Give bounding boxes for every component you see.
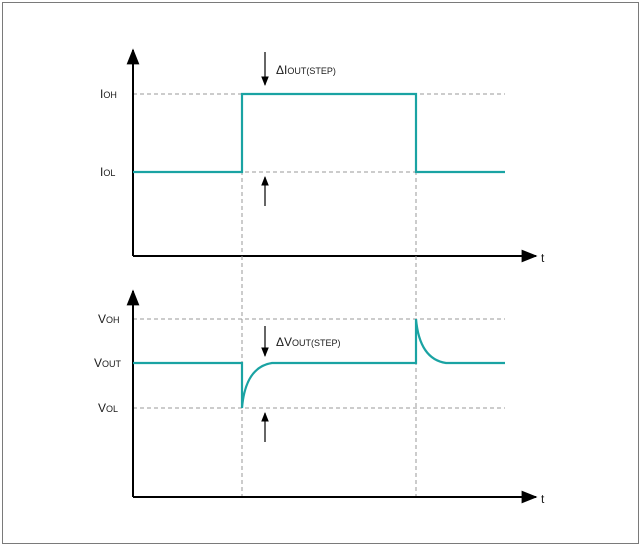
vout-label: VOUT <box>94 356 122 370</box>
voltage-waveform <box>133 318 505 409</box>
delta-i-step-label: ΔIOUT(STEP) <box>276 63 336 77</box>
current-time-axis-label: t <box>541 251 545 265</box>
voltage-time-axis-label: t <box>541 492 545 506</box>
delta-v-step-label: ΔVOUT(STEP) <box>276 335 341 349</box>
voh-label: VOH <box>98 312 120 326</box>
voltage-panel: ΔVOUT(STEP) VOH VOUT VOL t <box>94 256 545 506</box>
ioh-label: IOH <box>100 87 117 101</box>
iol-label: IOL <box>100 165 115 179</box>
vol-label: VOL <box>98 401 118 415</box>
current-panel: ΔIOUT(STEP) IOH IOL t <box>100 48 545 265</box>
current-waveform <box>133 92 505 174</box>
